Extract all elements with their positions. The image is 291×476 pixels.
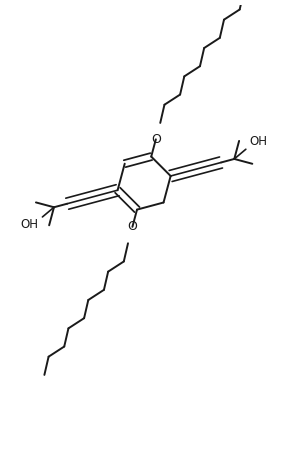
Text: OH: OH (20, 218, 38, 231)
Text: O: O (151, 133, 161, 146)
Text: OH: OH (249, 135, 267, 148)
Text: O: O (127, 220, 137, 233)
